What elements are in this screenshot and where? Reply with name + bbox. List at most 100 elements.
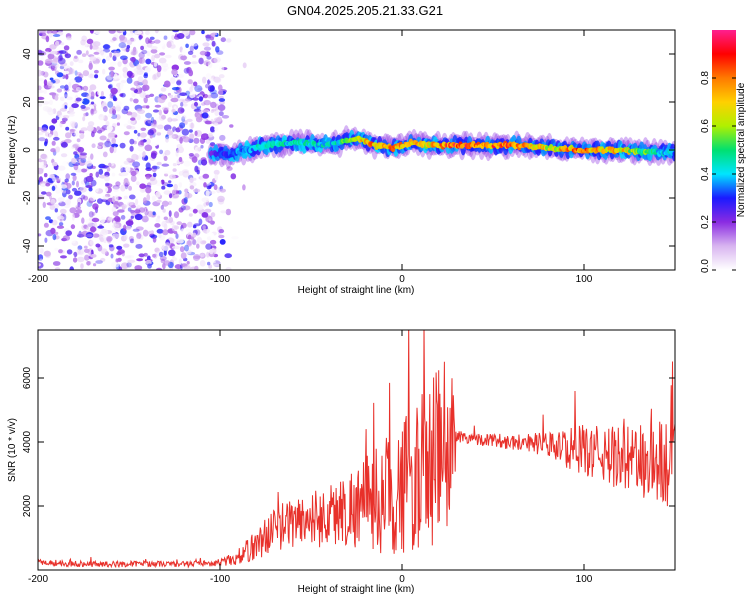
noise-mark — [153, 61, 158, 67]
ridge-core — [672, 151, 675, 157]
noise-mark — [110, 87, 118, 95]
noise-mark — [198, 57, 204, 65]
noise-mark — [129, 209, 135, 214]
noise-mark — [136, 181, 140, 186]
noise-mark — [141, 218, 148, 223]
noise-mark — [103, 43, 110, 49]
noise-mark — [176, 74, 184, 78]
noise-mark — [125, 220, 134, 226]
noise-mark — [163, 80, 171, 88]
noise-mark — [158, 57, 167, 64]
noise-mark — [66, 36, 72, 41]
noise-mark — [218, 74, 225, 79]
colorbar-gradient — [712, 30, 736, 270]
noise-mark — [205, 34, 212, 39]
noise-mark — [101, 102, 108, 110]
noise-mark — [168, 94, 174, 99]
noise-mark — [115, 181, 121, 187]
noise-mark — [147, 117, 152, 124]
noise-mark — [151, 54, 156, 62]
noise-mark — [152, 109, 160, 113]
noise-mark — [185, 228, 193, 233]
noise-mark — [150, 121, 158, 128]
noise-mark — [205, 139, 211, 144]
noise-mark — [64, 53, 72, 59]
noise-mark — [201, 133, 206, 140]
noise-mark — [77, 232, 86, 237]
noise-mark — [161, 220, 167, 228]
noise-mark — [146, 51, 151, 57]
noise-mark — [105, 120, 110, 127]
noise-mark — [160, 95, 167, 101]
noise-mark — [114, 215, 121, 222]
snr-frame — [37, 329, 676, 571]
noise-mark — [108, 244, 114, 248]
noise-mark — [189, 245, 196, 252]
noise-mark — [146, 226, 153, 231]
noise-mark — [123, 195, 128, 200]
noise-mark — [54, 208, 58, 213]
noise-mark — [38, 49, 43, 55]
noise-mark — [112, 95, 117, 102]
noise-mark — [205, 73, 212, 80]
noise-mark — [115, 100, 122, 108]
noise-mark — [113, 50, 121, 57]
noise-mark — [217, 90, 224, 95]
noise-mark — [211, 32, 218, 36]
x-tick-label: -100 — [210, 274, 230, 285]
noise-mark — [51, 185, 56, 192]
noise-mark — [107, 101, 114, 108]
noise-mark — [180, 228, 184, 235]
noise-mark — [113, 204, 118, 208]
noise-mark — [187, 221, 193, 228]
noise-mark — [124, 225, 132, 230]
noise-mark — [70, 224, 76, 230]
noise-mark — [182, 103, 188, 107]
noise-mark — [208, 132, 213, 138]
noise-mark — [175, 233, 179, 239]
noise-mark — [112, 37, 117, 41]
noise-mark — [225, 266, 232, 270]
noise-mark — [70, 172, 77, 176]
noise-mark — [142, 79, 148, 86]
noise-mark — [136, 204, 141, 209]
noise-mark — [205, 243, 213, 250]
noise-mark — [114, 195, 119, 202]
noise-mark — [150, 152, 157, 159]
noise-mark — [38, 78, 45, 82]
noise-mark — [136, 64, 142, 70]
noise-mark — [127, 254, 135, 259]
noise-mark — [189, 133, 195, 140]
noise-mark — [93, 263, 97, 267]
noise-mark — [183, 265, 191, 270]
noise-mark — [48, 133, 52, 138]
snr-ticks: -200 -100 0 100 2000 4000 6000 — [22, 330, 675, 585]
noise-mark — [90, 108, 94, 115]
noise-mark — [69, 207, 77, 214]
noise-mark — [108, 30, 116, 34]
noise-mark — [192, 239, 197, 246]
noise-mark — [183, 205, 191, 211]
noise-mark — [75, 206, 82, 210]
colorbar-tick-label: 0.2 — [700, 215, 711, 229]
noise-mark — [72, 257, 78, 263]
noise-mark — [160, 179, 165, 185]
noise-mark — [159, 80, 165, 86]
noise-mark — [123, 224, 127, 232]
x-tick-label: -200 — [28, 274, 48, 285]
noise-mark — [138, 34, 142, 41]
noise-mark — [69, 61, 74, 66]
colorbar-tick-label: 0.8 — [700, 71, 711, 85]
noise-mark — [80, 263, 84, 269]
noise-mark — [58, 249, 63, 254]
noise-mark — [89, 73, 93, 78]
y-tick-label: 4000 — [22, 430, 33, 453]
noise-mark — [52, 261, 61, 266]
noise-mark — [109, 61, 117, 66]
noise-mark — [39, 248, 44, 254]
noise-mark — [176, 239, 184, 244]
noise-mark — [152, 165, 160, 170]
x-tick-label: -200 — [28, 574, 48, 585]
noise-mark — [38, 96, 45, 100]
